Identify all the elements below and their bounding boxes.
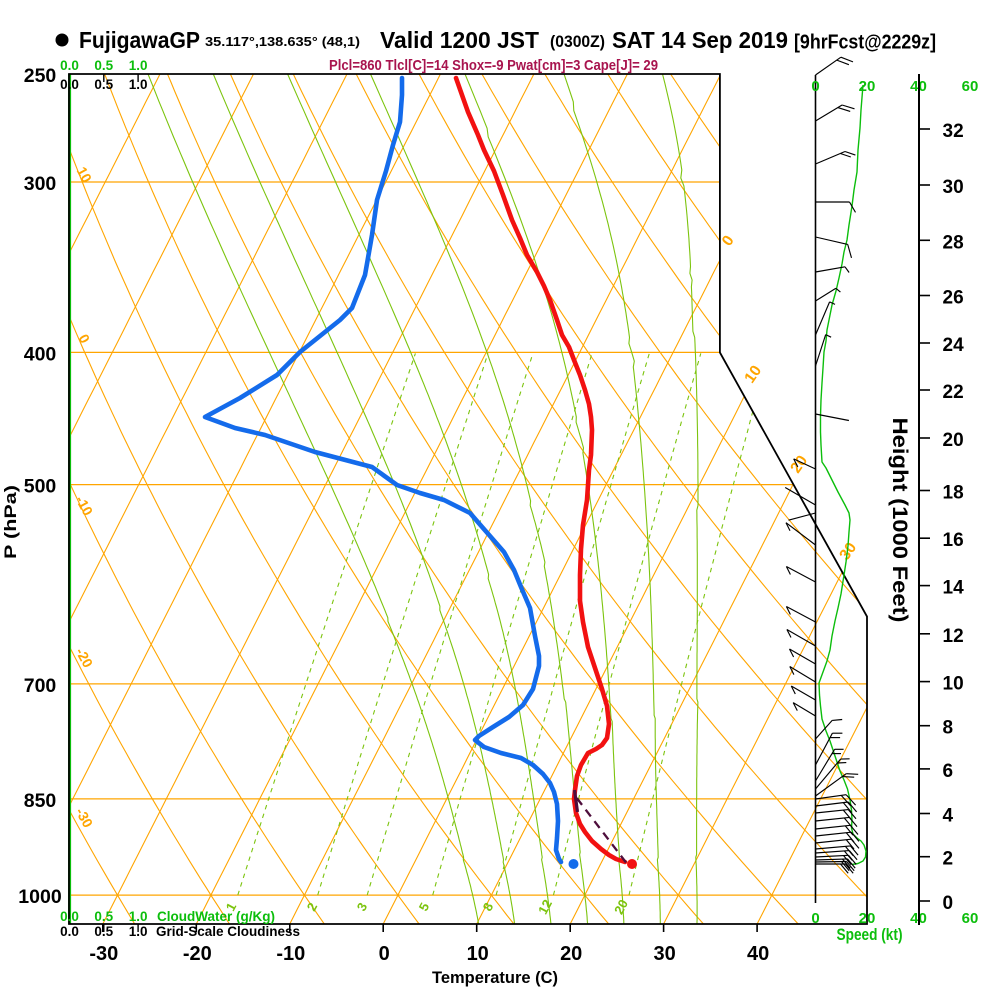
svg-text:10: 10 (741, 362, 765, 386)
svg-text:20: 20 (611, 897, 631, 917)
svg-text:6: 6 (943, 761, 954, 782)
svg-text:400: 400 (24, 343, 57, 365)
svg-text:700: 700 (24, 675, 57, 697)
svg-text:-10: -10 (276, 943, 305, 965)
svg-text:12: 12 (535, 897, 555, 917)
svg-text:0.5: 0.5 (94, 924, 113, 939)
svg-text:0.5: 0.5 (94, 58, 113, 73)
svg-text:-20: -20 (183, 943, 212, 965)
svg-text:Valid 1200 JST: Valid 1200 JST (380, 27, 539, 53)
svg-text:20: 20 (560, 943, 582, 965)
svg-text:CloudWater (g/Kg): CloudWater (g/Kg) (157, 909, 275, 924)
svg-text:35.117°,138.635° (48,1): 35.117°,138.635° (48,1) (205, 34, 360, 49)
svg-text:16: 16 (943, 530, 964, 551)
svg-text:40: 40 (747, 943, 769, 965)
svg-text:0.5: 0.5 (94, 909, 113, 924)
svg-text:20: 20 (859, 78, 876, 95)
svg-text:0: 0 (379, 943, 390, 965)
svg-text:0.0: 0.0 (60, 924, 79, 939)
svg-text:12: 12 (943, 626, 964, 647)
svg-text:8: 8 (943, 718, 954, 739)
svg-text:0.0: 0.0 (60, 909, 79, 924)
svg-text:60: 60 (962, 910, 979, 927)
svg-text:22: 22 (943, 382, 964, 403)
svg-text:0: 0 (811, 910, 819, 927)
svg-text:10: 10 (943, 674, 964, 695)
svg-text:20: 20 (787, 452, 811, 476)
svg-text:300: 300 (24, 173, 57, 195)
svg-text:4: 4 (943, 806, 954, 827)
svg-text:24: 24 (943, 335, 965, 356)
svg-text:Speed (kt): Speed (kt) (837, 925, 903, 944)
svg-text:20: 20 (859, 910, 876, 927)
svg-text:P (hPa): P (hPa) (1, 485, 20, 559)
svg-text:0: 0 (811, 78, 819, 95)
svg-text:2: 2 (943, 849, 954, 870)
svg-text:10: 10 (467, 943, 489, 965)
svg-text:1.0: 1.0 (129, 924, 148, 939)
svg-text:14: 14 (943, 578, 965, 599)
svg-text:Height (1000 Feet): Height (1000 Feet) (888, 418, 911, 623)
svg-text:500: 500 (24, 476, 57, 498)
svg-text:10: 10 (74, 164, 96, 186)
svg-text:FujigawaGP: FujigawaGP (79, 27, 200, 53)
svg-text:18: 18 (943, 483, 964, 504)
svg-text:SAT 14 Sep 2019: SAT 14 Sep 2019 (612, 27, 788, 53)
svg-text:0: 0 (943, 893, 954, 914)
svg-text:0.0: 0.0 (60, 58, 79, 73)
svg-text:60: 60 (962, 78, 979, 95)
svg-text:26: 26 (943, 288, 964, 309)
svg-text:0.0: 0.0 (60, 77, 79, 92)
svg-text:1000: 1000 (18, 886, 62, 908)
svg-text:1.0: 1.0 (129, 909, 148, 924)
svg-text:30: 30 (836, 539, 860, 563)
svg-text:Grid-Scale Cloudiness: Grid-Scale Cloudiness (156, 924, 300, 939)
svg-text:250: 250 (24, 65, 57, 87)
svg-text:30: 30 (653, 943, 675, 965)
svg-text:1.0: 1.0 (129, 77, 148, 92)
svg-text:-30: -30 (89, 943, 118, 965)
svg-text:32: 32 (943, 121, 964, 142)
svg-text:20: 20 (943, 430, 964, 451)
svg-text:0.5: 0.5 (94, 77, 113, 92)
svg-text:28: 28 (943, 232, 964, 253)
svg-text:[9hrFcst@2229z]: [9hrFcst@2229z] (794, 32, 936, 54)
svg-text:850: 850 (24, 790, 57, 812)
svg-text:(0300Z): (0300Z) (550, 32, 605, 51)
svg-text:1.0: 1.0 (129, 58, 148, 73)
svg-text:30: 30 (943, 177, 964, 198)
svg-text:Plcl=860 Tlcl[C]=14 Shox=-9 Pw: Plcl=860 Tlcl[C]=14 Shox=-9 Pwat[cm]=3 C… (329, 57, 658, 74)
svg-text:Temperature (C): Temperature (C) (432, 968, 558, 987)
